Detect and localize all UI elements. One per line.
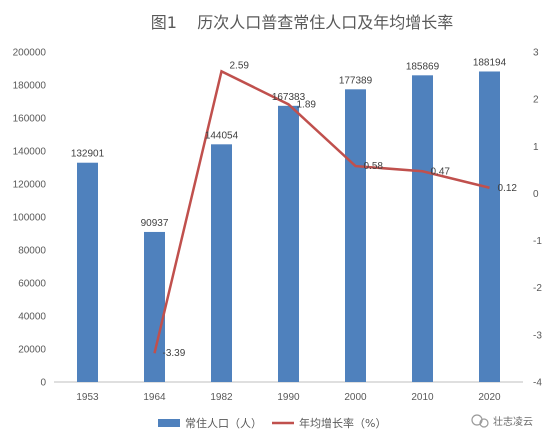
growth-rate-line	[153, 69, 490, 354]
legend-label-population: 常住人口（人）	[185, 416, 262, 430]
left-tick-label: 80000	[18, 246, 46, 257]
bar-data-labels: 132901 90937 144054 167383 177389 185869 18819…	[71, 57, 507, 228]
bar	[479, 71, 500, 383]
bar	[144, 231, 165, 382]
left-tick-label: 0	[40, 378, 46, 389]
bar-data-label: 132901	[71, 149, 105, 160]
x-tick-label: 2000	[344, 392, 367, 403]
chart-title: 图1 历次人口普查常住人口及年均增长率	[151, 13, 454, 32]
left-axis: 0 20000 40000 60000 80000 100000 120000 140000 1…	[13, 48, 47, 389]
legend-swatch-population	[158, 419, 180, 427]
bar	[77, 162, 98, 382]
left-tick-label: 60000	[18, 279, 46, 290]
bar-data-label: 188194	[473, 57, 507, 68]
x-tick-label: 1953	[76, 392, 99, 403]
line-data-label: 0.12	[498, 183, 518, 194]
wechat-icon-inner	[479, 418, 489, 428]
x-tick-label: 2020	[478, 392, 501, 403]
right-tick-label: 3	[533, 48, 539, 59]
right-tick-label: 0	[533, 189, 539, 200]
line-data-label: 0.47	[431, 166, 451, 177]
line-data-label: 1.89	[297, 99, 317, 110]
left-tick-label: 140000	[13, 147, 47, 158]
legend-label-growth: 年均增长率（%）	[299, 416, 386, 430]
bar-data-label: 144054	[205, 130, 239, 141]
legend: 常住人口（人） 年均增长率（%）	[158, 416, 386, 430]
watermark: 壮志凌云	[471, 414, 533, 428]
x-tick-label: 1990	[277, 392, 300, 403]
bar-data-label: 90937	[141, 218, 169, 229]
watermark-text: 壮志凌云	[493, 415, 533, 428]
right-tick-label: -3	[533, 330, 542, 341]
left-tick-label: 200000	[13, 48, 47, 59]
right-tick-label: 1	[533, 142, 539, 153]
line-data-labels: -3.39 2.59 1.89 0.58 0.47 0.12	[163, 60, 518, 359]
bar	[412, 75, 433, 382]
right-tick-label: 2	[533, 95, 539, 106]
line-data-label: 0.58	[364, 161, 384, 172]
line-data-label: -3.39	[163, 348, 186, 359]
left-tick-label: 120000	[13, 180, 47, 191]
x-tick-label: 1964	[143, 392, 166, 403]
bar-data-label: 177389	[339, 75, 373, 86]
bar	[345, 89, 366, 382]
right-axis: -4 -3 -2 -1 0 1 2 3	[533, 48, 542, 389]
left-tick-label: 100000	[13, 213, 47, 224]
right-tick-label: -2	[533, 283, 542, 294]
bar	[278, 105, 299, 382]
x-tick-label: 2010	[411, 392, 434, 403]
left-tick-label: 40000	[18, 312, 46, 323]
line-data-label: 2.59	[230, 60, 250, 71]
left-tick-label: 160000	[13, 114, 47, 125]
left-tick-label: 180000	[13, 81, 47, 92]
x-tick-label: 1982	[210, 392, 233, 403]
left-tick-label: 20000	[18, 345, 46, 356]
bar	[211, 144, 232, 382]
right-tick-label: -4	[533, 378, 542, 389]
bar-series	[77, 71, 500, 383]
bar-data-label: 185869	[406, 61, 440, 72]
right-tick-label: -1	[533, 236, 542, 247]
bar-data-label: 167383	[272, 92, 306, 103]
x-axis-labels: 1953 1964 1982 1990 2000 2010 2020	[76, 392, 501, 403]
